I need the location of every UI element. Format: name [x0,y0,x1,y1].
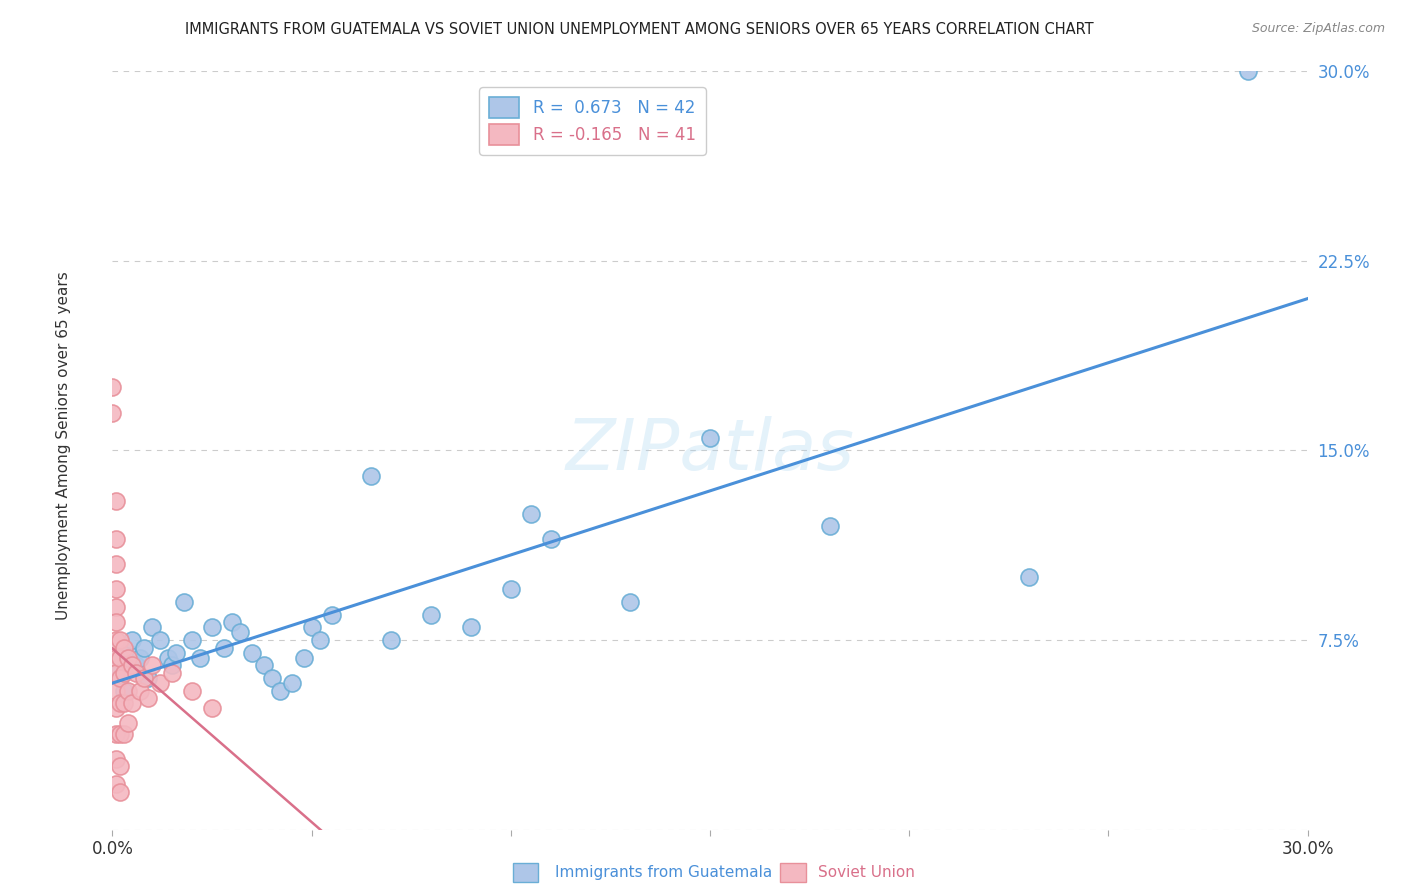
Point [105,777,128,791]
Point [114,665,135,680]
Point [229,625,252,640]
Point [121,696,143,710]
Point [212,640,235,655]
Point [540,532,562,546]
Legend: R =  0.673   N = 42, R = -0.165   N = 41: R = 0.673 N = 42, R = -0.165 N = 41 [479,87,706,154]
Point [101,405,124,420]
Point [818,519,841,533]
Point [420,607,443,622]
Point [201,701,224,715]
Point [105,650,128,665]
Point [162,665,183,680]
Point [201,620,224,634]
Point [173,595,195,609]
Point [110,671,132,685]
Point [114,726,135,740]
Point [138,691,160,706]
Point [134,640,156,655]
Text: Immigrants from Guatemala: Immigrants from Guatemala [555,865,773,880]
Point [105,665,128,680]
Point [141,620,163,634]
Text: ZIPatlas: ZIPatlas [565,416,855,485]
Point [253,658,276,673]
Point [221,615,243,630]
Point [1237,64,1260,78]
Point [125,658,148,673]
Point [619,595,641,609]
Text: Soviet Union: Soviet Union [818,865,915,880]
Point [117,646,139,660]
Point [281,676,304,690]
Point [105,494,128,508]
Point [105,726,128,740]
Point [181,633,204,648]
Point [110,650,132,665]
Point [380,633,402,648]
Point [110,785,132,799]
Point [121,658,143,673]
Point [110,696,132,710]
Point [105,683,128,698]
Point [110,633,132,648]
Point [260,671,283,685]
Point [117,716,139,731]
Point [105,532,128,546]
Point [129,683,152,698]
Point [499,582,522,597]
Point [149,676,172,690]
Point [105,665,128,680]
Point [105,557,128,572]
Point [292,650,315,665]
Point [105,600,128,615]
Point [117,650,139,665]
Point [105,752,128,766]
Point [141,658,163,673]
Point [105,615,128,630]
Point [321,607,343,622]
Point [117,683,139,698]
Point [129,650,152,665]
Point [181,683,204,698]
Text: Source: ZipAtlas.com: Source: ZipAtlas.com [1251,22,1385,36]
Point [269,683,291,698]
Point [110,759,132,773]
Point [114,683,135,698]
Point [1018,570,1040,584]
Point [308,633,330,648]
Point [188,650,211,665]
Point [699,431,721,445]
Point [149,633,172,648]
Point [162,658,183,673]
Point [105,633,128,648]
Point [460,620,482,634]
Point [110,650,132,665]
Text: Unemployment Among Seniors over 65 years: Unemployment Among Seniors over 65 years [56,272,70,620]
Text: IMMIGRANTS FROM GUATEMALA VS SOVIET UNION UNEMPLOYMENT AMONG SENIORS OVER 65 YEA: IMMIGRANTS FROM GUATEMALA VS SOVIET UNIO… [186,22,1094,37]
Point [105,701,128,715]
Point [121,633,143,648]
Point [240,646,263,660]
Point [165,646,187,660]
Point [360,468,382,483]
Point [114,696,135,710]
Point [520,507,543,521]
Point [110,726,132,740]
Point [125,665,148,680]
Point [138,671,160,685]
Point [101,380,124,394]
Point [134,671,156,685]
Point [157,650,180,665]
Point [301,620,323,634]
Point [114,640,135,655]
Point [105,582,128,597]
